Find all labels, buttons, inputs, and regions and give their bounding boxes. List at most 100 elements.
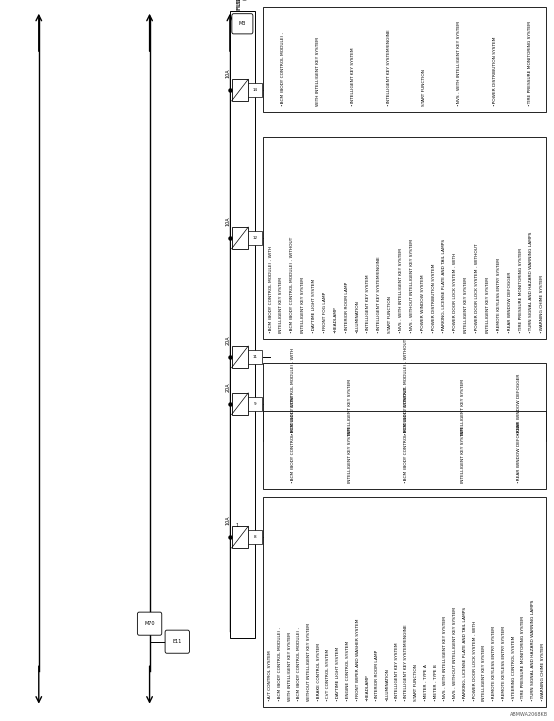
Text: •TIRE PRESSURE MONITORING SYSTEM: •TIRE PRESSURE MONITORING SYSTEM [519, 248, 522, 333]
Text: •POWER DOOR LOCK SYSTEM - WITH: •POWER DOOR LOCK SYSTEM - WITH [453, 253, 457, 333]
Text: •NVS - WITHOUT INTELLIGENT KEY SYSTEM: •NVS - WITHOUT INTELLIGENT KEY SYSTEM [453, 607, 457, 701]
Bar [248, 350, 262, 364]
Bar [232, 79, 248, 101]
Bar [230, 11, 255, 638]
Text: •FRONT FOG LAMP: •FRONT FOG LAMP [323, 292, 327, 333]
Text: •HEADLAMP: •HEADLAMP [366, 674, 370, 701]
Text: INTELLIGENT KEY SYSTEM: INTELLIGENT KEY SYSTEM [279, 277, 284, 333]
Text: •ENGINE CONTROL SYSTEM: •ENGINE CONTROL SYSTEM [346, 640, 350, 701]
Text: WITH INTELLIGENT KEY SYSTEM: WITH INTELLIGENT KEY SYSTEM [288, 632, 291, 701]
Text: •POWER DOOR LOCK SYSTEM - WITH: •POWER DOOR LOCK SYSTEM - WITH [473, 621, 476, 701]
Text: •PARKING, LICENSE PLATE AND TAIL LAMPS: •PARKING, LICENSE PLATE AND TAIL LAMPS [443, 239, 447, 333]
Text: •REMOTE KEYLESS ENTRY SYSTEM: •REMOTE KEYLESS ENTRY SYSTEM [497, 258, 501, 333]
Bar [263, 497, 546, 707]
Text: •INTELLIGENT KEY SYSTEM/ENGINE: •INTELLIGENT KEY SYSTEM/ENGINE [404, 624, 408, 701]
Text: •BCM (BODY CONTROL MODULE) - WITH: •BCM (BODY CONTROL MODULE) - WITH [291, 396, 295, 483]
Text: •TIRE PRESSURE MONITORING SYSTEM: •TIRE PRESSURE MONITORING SYSTEM [528, 21, 532, 106]
Text: •BCM (BODY CONTROL MODULE) - WITHOUT: •BCM (BODY CONTROL MODULE) - WITHOUT [404, 340, 408, 435]
Text: FUSE BLOCK
(JIB): FUSE BLOCK (JIB) [237, 0, 248, 10]
Text: •ILLUMINATION: •ILLUMINATION [356, 300, 360, 333]
Text: INTELLIGENT KEY SYSTEM: INTELLIGENT KEY SYSTEM [301, 277, 305, 333]
Text: •STEERING CONTROL SYSTEM: •STEERING CONTROL SYSTEM [511, 635, 516, 701]
Bar [263, 137, 546, 339]
Text: •FRONT WIPER AND WASHER SYSTEM: •FRONT WIPER AND WASHER SYSTEM [356, 619, 360, 701]
Text: START FUNCTION: START FUNCTION [422, 69, 426, 106]
Text: •REMOTE KEYLESS ENTRY SYSTEM: •REMOTE KEYLESS ENTRY SYSTEM [502, 626, 506, 701]
Text: •BCM (BODY CONTROL MODULE) -: •BCM (BODY CONTROL MODULE) - [281, 32, 285, 106]
Text: •HEADLAMP: •HEADLAMP [334, 306, 338, 333]
Text: 9: 9 [254, 402, 257, 406]
Text: WITH INTELLIGENT KEY SYSTEM: WITH INTELLIGENT KEY SYSTEM [316, 37, 320, 106]
Bar [232, 393, 248, 415]
FancyBboxPatch shape [232, 14, 253, 34]
Text: •INTELLIGENT KEY SYSTEM: •INTELLIGENT KEY SYSTEM [366, 275, 371, 333]
Text: •ILLUMINATION: •ILLUMINATION [385, 668, 389, 701]
Text: •REMOTE KEYLESS ENTRY SYSTEM: •REMOTE KEYLESS ENTRY SYSTEM [492, 626, 496, 701]
Text: •NVS - WITH INTELLIGENT KEY SYSTEM: •NVS - WITH INTELLIGENT KEY SYSTEM [399, 248, 403, 333]
Text: •DAYTIME LIGHT SYSTEM: •DAYTIME LIGHT SYSTEM [336, 647, 340, 701]
Text: •INTERIOR ROOM LAMP: •INTERIOR ROOM LAMP [375, 650, 379, 701]
Text: •WARNING CHIME SYSTEM: •WARNING CHIME SYSTEM [541, 643, 545, 701]
Text: •BCM (BODY CONTROL MODULE) -: •BCM (BODY CONTROL MODULE) - [278, 627, 282, 701]
Bar [232, 227, 248, 249]
Text: •DAYTIME LIGHT SYSTEM: •DAYTIME LIGHT SYSTEM [312, 279, 316, 333]
Text: INTELLIGENT KEY SYSTEM: INTELLIGENT KEY SYSTEM [348, 379, 352, 435]
Text: 20A: 20A [225, 335, 230, 345]
Text: 1: 1 [235, 523, 239, 528]
Text: •METER - TYPE A: •METER - TYPE A [424, 664, 428, 701]
Text: INTELLIGENT KEY SYSTEM: INTELLIGENT KEY SYSTEM [486, 277, 490, 333]
Text: •TIRE PRESSURE MONITORING SYSTEM: •TIRE PRESSURE MONITORING SYSTEM [521, 616, 525, 701]
Text: 10A: 10A [225, 68, 230, 78]
Text: 11: 11 [253, 355, 258, 359]
Text: INTELLIGENT KEY SYSTEM: INTELLIGENT KEY SYSTEM [461, 379, 465, 435]
Text: •A/T CONTROL SYSTEM: •A/T CONTROL SYSTEM [268, 650, 272, 701]
Text: M3: M3 [239, 22, 246, 26]
Text: START FUNCTION: START FUNCTION [388, 296, 392, 333]
Text: 12: 12 [253, 236, 258, 240]
Text: INTELLIGENT KEY SYSTEM: INTELLIGENT KEY SYSTEM [348, 427, 352, 483]
Text: •TURN SIGNAL AND HAZARD WARNING LAMPS: •TURN SIGNAL AND HAZARD WARNING LAMPS [530, 231, 534, 333]
Text: •NVS - WITHOUT INTELLIGENT KEY SYSTEM: •NVS - WITHOUT INTELLIGENT KEY SYSTEM [410, 239, 414, 333]
Bar [263, 7, 546, 112]
FancyBboxPatch shape [165, 630, 189, 653]
Text: ABMWA2068KB: ABMWA2068KB [510, 712, 548, 717]
Text: •CVT CONTROL SYSTEM: •CVT CONTROL SYSTEM [326, 649, 331, 701]
Text: 14: 14 [253, 88, 258, 92]
Text: •BCM (BODY CONTROL MODULE) - WITHOUT: •BCM (BODY CONTROL MODULE) - WITHOUT [290, 237, 294, 333]
Text: •INTELLIGENT KEY SYSTEM/ENGINE: •INTELLIGENT KEY SYSTEM/ENGINE [377, 257, 381, 333]
Text: E11: E11 [173, 640, 182, 644]
Text: 10A: 10A [225, 516, 230, 525]
Text: •INTELLIGENT KEY SYSTEM: •INTELLIGENT KEY SYSTEM [394, 642, 399, 701]
FancyBboxPatch shape [137, 612, 162, 635]
Bar [248, 231, 262, 245]
Text: 20A: 20A [225, 382, 230, 392]
Text: •POWER DOOR LOCK SYSTEM - WITHOUT: •POWER DOOR LOCK SYSTEM - WITHOUT [475, 244, 479, 333]
Text: •POWER WINDOW SYSTEM: •POWER WINDOW SYSTEM [420, 275, 425, 333]
Bar [248, 397, 262, 411]
Text: START FUNCTION: START FUNCTION [414, 664, 418, 701]
Text: •INTELLIGENT KEY SYSTEM/ENGINE: •INTELLIGENT KEY SYSTEM/ENGINE [387, 30, 391, 106]
Text: •TURN SIGNAL AND HAZARD WARNING LAMPS: •TURN SIGNAL AND HAZARD WARNING LAMPS [531, 599, 535, 701]
Text: 10A: 10A [225, 216, 230, 226]
Text: •REAR WINDOW DEFOGGER: •REAR WINDOW DEFOGGER [517, 374, 521, 435]
Text: WITHOUT INTELLIGENT KEY SYSTEM: WITHOUT INTELLIGENT KEY SYSTEM [307, 623, 311, 701]
Text: •NVS - WITH INTELLIGENT KEY SYSTEM: •NVS - WITH INTELLIGENT KEY SYSTEM [458, 21, 461, 106]
Bar [232, 526, 248, 548]
Bar [263, 363, 546, 441]
Bar [248, 530, 262, 544]
Text: •REAR WINDOW DEFOGGER: •REAR WINDOW DEFOGGER [507, 272, 512, 333]
Text: •BCM (BODY CONTROL MODULE) - WITH: •BCM (BODY CONTROL MODULE) - WITH [291, 348, 295, 435]
Text: •POWER DISTRIBUTION SYSTEM: •POWER DISTRIBUTION SYSTEM [432, 264, 435, 333]
Text: FUSE BLOCK
(JIB): FUSE BLOCK (JIB) [237, 0, 248, 9]
Bar [248, 83, 262, 97]
Text: •BCM (BODY CONTROL MODULE) - WITH: •BCM (BODY CONTROL MODULE) - WITH [269, 246, 273, 333]
Text: •BCM (BODY CONTROL MODULE) -: •BCM (BODY CONTROL MODULE) - [297, 627, 301, 701]
Text: •INTERIOR ROOM LAMP: •INTERIOR ROOM LAMP [345, 282, 348, 333]
Text: INTELLIGENT KEY SYSTEM: INTELLIGENT KEY SYSTEM [461, 427, 465, 483]
Text: •REAR WINDOW DEFOGGER: •REAR WINDOW DEFOGGER [517, 422, 521, 483]
Text: 8: 8 [254, 535, 257, 539]
Text: •PARKING, LICENSE PLATE AND TAIL LAMPS: •PARKING, LICENSE PLATE AND TAIL LAMPS [463, 606, 467, 701]
Text: •NVS - WITH INTELLIGENT KEY SYSTEM: •NVS - WITH INTELLIGENT KEY SYSTEM [443, 616, 448, 701]
Text: INTELLIGENT KEY SYSTEM: INTELLIGENT KEY SYSTEM [483, 645, 486, 701]
Text: •METER - TYPE B: •METER - TYPE B [434, 664, 438, 701]
